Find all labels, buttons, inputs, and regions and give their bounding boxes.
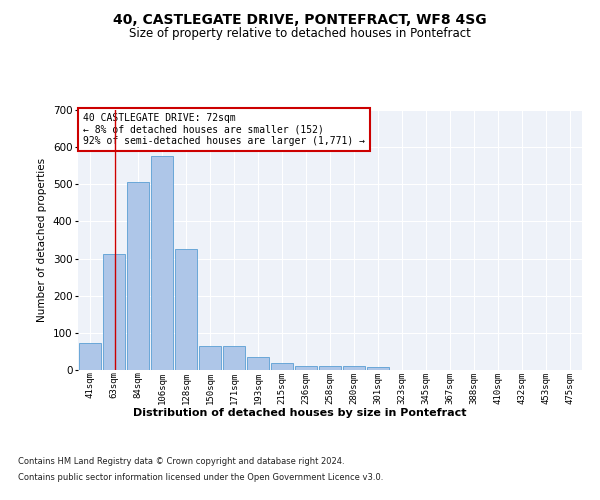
Bar (295, 366, 317, 370)
Bar (103, 254, 125, 370)
Text: 40, CASTLEGATE DRIVE, PONTEFRACT, WF8 4SG: 40, CASTLEGATE DRIVE, PONTEFRACT, WF8 4S… (113, 12, 487, 26)
Text: Size of property relative to detached houses in Pontefract: Size of property relative to detached ho… (129, 28, 471, 40)
Bar (127, 182, 149, 370)
Bar (199, 346, 221, 370)
Bar (319, 366, 341, 370)
Text: Distribution of detached houses by size in Pontefract: Distribution of detached houses by size … (133, 408, 467, 418)
Text: 40 CASTLEGATE DRIVE: 72sqm
← 8% of detached houses are smaller (152)
92% of semi: 40 CASTLEGATE DRIVE: 72sqm ← 8% of detac… (83, 112, 365, 146)
Text: Contains HM Land Registry data © Crown copyright and database right 2024.: Contains HM Land Registry data © Crown c… (18, 458, 344, 466)
Bar (79, 344, 101, 370)
Y-axis label: Number of detached properties: Number of detached properties (37, 158, 47, 322)
Bar (223, 346, 245, 370)
Bar (247, 357, 269, 370)
Bar (271, 364, 293, 370)
Bar (343, 366, 365, 370)
Bar (151, 156, 173, 370)
Bar (367, 367, 389, 370)
Text: Contains public sector information licensed under the Open Government Licence v3: Contains public sector information licen… (18, 472, 383, 482)
Bar (175, 250, 197, 370)
